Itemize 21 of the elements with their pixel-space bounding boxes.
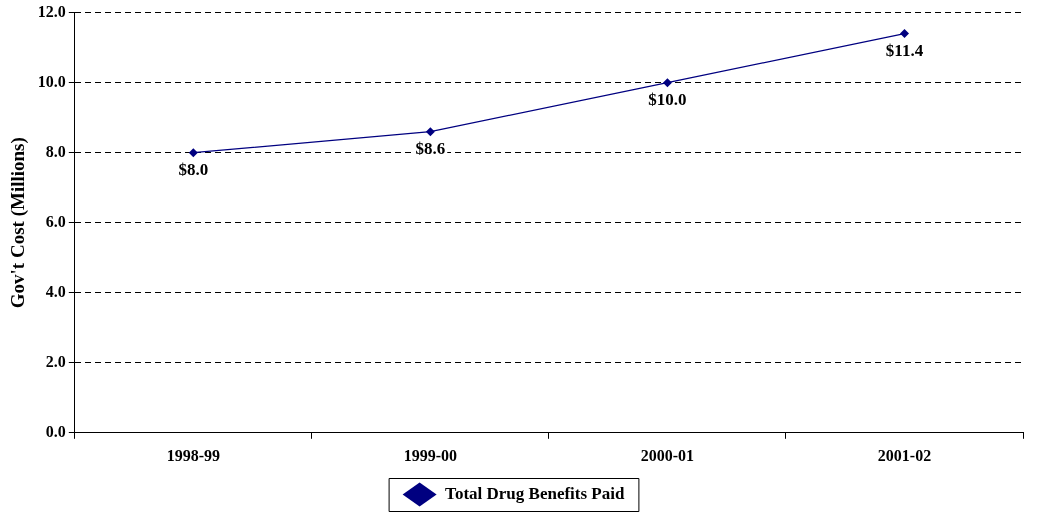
- point: [425, 127, 435, 137]
- x-tick-label: 2001-02: [877, 446, 932, 464]
- y-axis-title: Gov't Cost (Millions): [7, 137, 30, 309]
- x-tick-label: 1998-99: [166, 446, 220, 464]
- data-label: $10.0: [648, 89, 687, 109]
- y-tick-label: 2.0: [45, 352, 66, 370]
- x-tick-label: 1999-00: [403, 446, 458, 464]
- point: [662, 78, 672, 88]
- y-tick-label: 0.0: [45, 422, 66, 440]
- y-tick-label: 10.0: [37, 72, 66, 90]
- point: [899, 29, 909, 39]
- y-tick-label: 8.0: [45, 142, 66, 160]
- data-label: $8.6: [415, 138, 446, 158]
- y-tick-label: 6.0: [45, 212, 66, 230]
- point: [188, 148, 198, 158]
- legend-label: Total Drug Benefits Paid: [445, 483, 625, 503]
- data-label: $8.0: [178, 159, 209, 179]
- y-tick-label: 12.0: [37, 2, 66, 20]
- y-tick-label: 4.0: [45, 282, 66, 300]
- x-tick-label: 2000-01: [640, 446, 695, 464]
- data-label: $11.4: [885, 40, 924, 60]
